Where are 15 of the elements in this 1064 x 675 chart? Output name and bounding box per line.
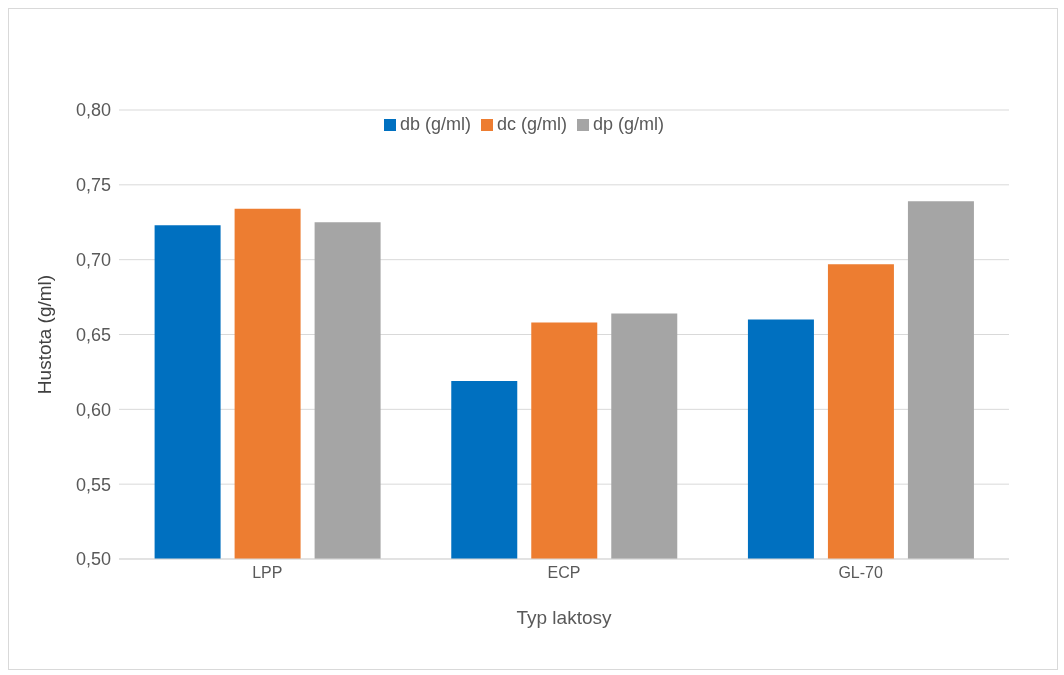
y-tick-label: 0,55 [75, 474, 111, 495]
x-tick-label: LPP [252, 564, 283, 582]
y-tick-label: 0,50 [75, 549, 111, 570]
y-tick-label: 0,70 [75, 250, 111, 271]
x-axis-title: Typ laktosy [516, 607, 613, 628]
y-tick-label: 0,60 [75, 399, 111, 420]
legend-label: dc (g/ml) [496, 114, 567, 134]
x-tick-label: GL-70 [838, 564, 883, 582]
y-tick-label: 0,75 [75, 175, 111, 196]
legend-label: dp (g/ml) [593, 114, 665, 134]
y-tick-label: 0,80 [75, 100, 111, 121]
legend-label: db (g/ml) [399, 114, 471, 134]
y-axis-title: Hustota (g/ml) [33, 274, 55, 395]
x-tick-label: ECP [547, 564, 581, 582]
y-tick-label: 0,65 [75, 324, 111, 345]
